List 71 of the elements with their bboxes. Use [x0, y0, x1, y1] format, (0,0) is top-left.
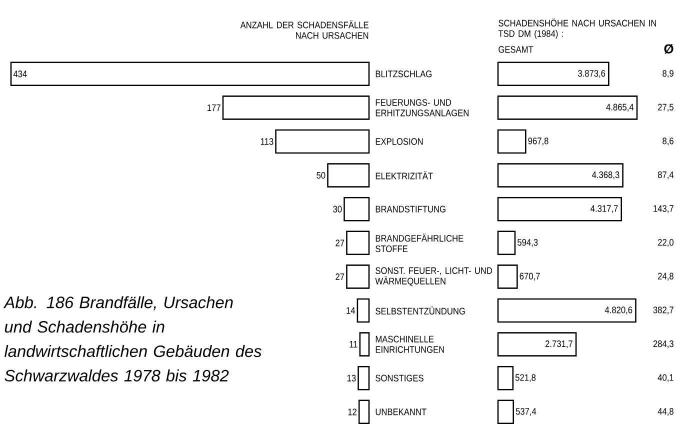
bar: [497, 400, 514, 424]
data-label: 24,8: [658, 272, 674, 281]
bar: [497, 332, 577, 356]
data-label: 113: [260, 138, 274, 145]
bar: [497, 96, 638, 120]
bar: [346, 230, 370, 256]
data-label: 22,0: [658, 238, 674, 247]
chart-title: SCHADENSHÖHE NACH URSACHEN IN TSD DM (1984) :: [498, 18, 656, 39]
bar: [358, 400, 370, 424]
data-label: 27,5: [658, 104, 674, 112]
data-label: 3.873,6: [578, 70, 606, 78]
data-label: 27: [336, 273, 344, 280]
y-tick-label: MASCHINELLE EINRICHTUNGEN: [376, 336, 444, 353]
data-label: 50: [316, 172, 326, 179]
bar: [344, 196, 370, 222]
bar: [358, 366, 370, 390]
data-label: 87,4: [658, 171, 674, 180]
y-tick-label: BLITZSCHLAG: [376, 70, 432, 78]
data-label: 594,3: [518, 238, 538, 247]
annotation: Abb. 186 Brandfälle, Ursachen und Schadenshöhe in landwirtschaftlichen Gebäuden des Schwarzwaldes 1978 bis 1982: [3, 296, 262, 382]
data-label: 177: [208, 104, 220, 111]
data-label: 2.731,7: [545, 340, 572, 348]
bar: [222, 96, 370, 120]
y-tick-label: SONSTIGES: [376, 374, 424, 382]
y-tick-label: FEUERUNGS- UND ERHITZUNGSANLAGEN: [376, 99, 468, 116]
y-tick-label: SONST. FEUER-, LICHT- UND WÄRMEQUELLEN: [375, 267, 492, 286]
bar: [497, 129, 526, 154]
y-tick-label: ELEKTRIZITÄT: [376, 171, 433, 180]
data-label: 521,8: [515, 374, 536, 382]
data-label: 40,1: [658, 374, 674, 382]
data-label: 4.820,6: [604, 306, 632, 314]
bar: [356, 298, 370, 323]
bar: [497, 264, 518, 289]
text: Ø: [664, 44, 674, 54]
bar: [10, 62, 370, 86]
data-label: 14: [346, 307, 356, 314]
bar: [359, 332, 370, 356]
data-label: 537,4: [516, 408, 536, 416]
data-label: 8,9: [662, 70, 674, 78]
y-tick-label: UNBEKANNT: [376, 408, 426, 416]
data-label: 4.368,3: [592, 171, 620, 180]
y-tick-label: EXPLOSION: [376, 138, 423, 145]
bar: [497, 298, 636, 323]
bar: [275, 129, 370, 154]
data-label: 4.865,4: [606, 104, 634, 112]
y-tick-label: BRANDGEFÄHRLICHE STOFFE: [376, 234, 464, 252]
bar: [497, 230, 516, 256]
chart-subtitle: GESAMT: [498, 46, 534, 53]
bar: [327, 163, 370, 188]
chart-title: ANZAHL DER SCHADENSFÄLLE NACH URSACHEN: [240, 20, 368, 39]
data-label: 44,8: [658, 408, 674, 416]
data-label: 11: [350, 341, 358, 348]
data-label: 434: [13, 70, 27, 78]
data-label: 30: [333, 206, 342, 212]
data-label: 382,7: [653, 306, 674, 314]
data-label: 143,7: [654, 205, 674, 214]
bar: [497, 366, 514, 390]
data-label: 284,3: [653, 340, 674, 348]
data-label: 4.317,7: [590, 205, 618, 214]
bar: [346, 264, 370, 289]
bar: [497, 62, 610, 86]
data-label: 670,7: [520, 272, 540, 281]
y-tick-label: SELBSTENTZÜNDUNG: [376, 306, 465, 315]
data-label: 13: [347, 374, 356, 382]
y-tick-label: BRANDSTIFTUNG: [376, 206, 446, 212]
data-label: 12: [348, 408, 356, 416]
data-label: 967,8: [528, 138, 548, 146]
bar: [497, 163, 624, 188]
bar: [497, 196, 622, 222]
data-label: 27: [336, 240, 344, 246]
data-label: 8,6: [662, 138, 674, 146]
